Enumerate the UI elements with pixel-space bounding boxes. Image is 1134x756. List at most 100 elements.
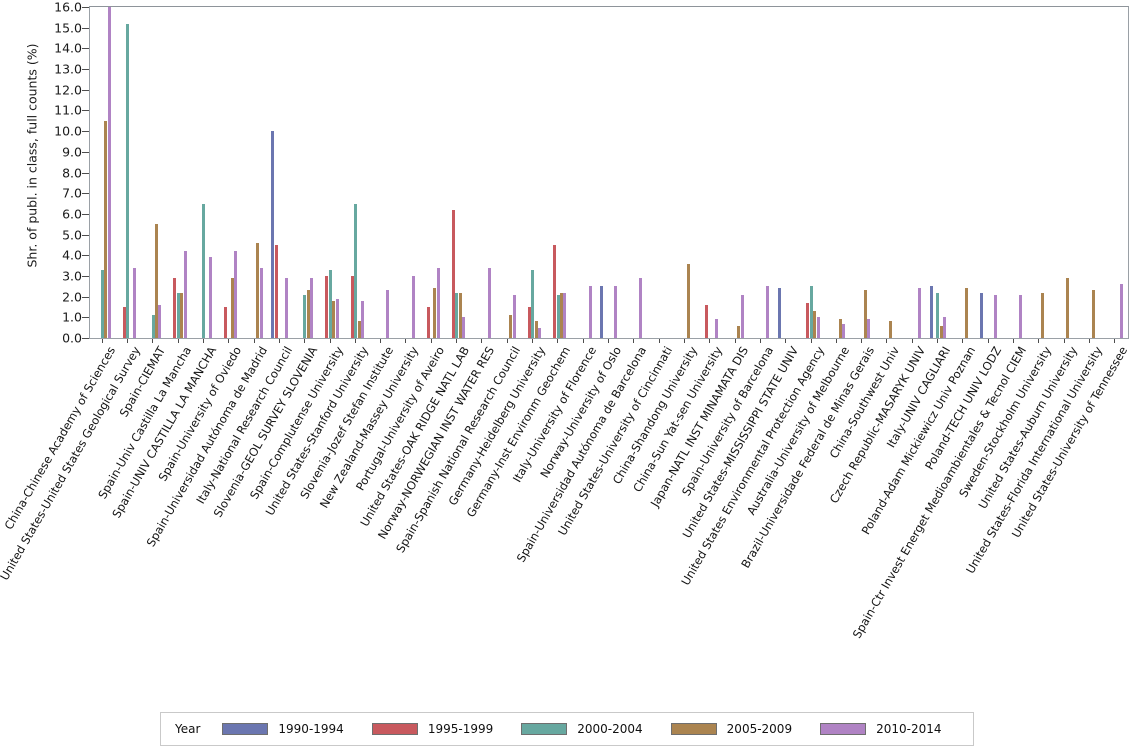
x-axis-tick-mark bbox=[861, 339, 863, 343]
legend-item[interactable]: 1995-1999 bbox=[371, 722, 493, 736]
bar-group bbox=[951, 7, 976, 338]
y-axis-tick-mark bbox=[82, 172, 89, 174]
bar bbox=[180, 292, 184, 338]
bar bbox=[325, 275, 329, 338]
x-axis-tick-mark bbox=[658, 339, 660, 343]
x-axis-tick-mark bbox=[202, 339, 204, 343]
bar bbox=[777, 288, 781, 338]
bar bbox=[411, 275, 415, 338]
bar bbox=[534, 321, 538, 338]
bar bbox=[224, 306, 228, 338]
y-axis-tick-mark bbox=[82, 296, 89, 298]
x-axis-tick-labels: China-Chinese Academy of Sciences United … bbox=[0, 344, 1134, 654]
bar bbox=[357, 321, 361, 338]
legend-item[interactable]: 2000-2004 bbox=[521, 722, 643, 736]
bar bbox=[335, 298, 339, 338]
bar-group bbox=[925, 7, 950, 338]
bar bbox=[553, 244, 557, 338]
x-axis-tick-mark bbox=[1063, 339, 1065, 343]
bar bbox=[600, 286, 604, 338]
bar bbox=[306, 290, 310, 338]
bar bbox=[104, 120, 108, 338]
bar bbox=[588, 286, 592, 338]
x-axis-tick-mark bbox=[886, 339, 888, 343]
bar-group bbox=[191, 7, 216, 338]
bar-group bbox=[723, 7, 748, 338]
bar-group bbox=[343, 7, 368, 338]
y-axis-tick-mark bbox=[82, 213, 89, 215]
bar bbox=[458, 292, 462, 338]
bar bbox=[234, 251, 238, 338]
bar bbox=[386, 290, 390, 338]
x-axis-tick-mark bbox=[759, 339, 761, 343]
x-axis-tick-mark bbox=[1038, 339, 1040, 343]
y-axis-tick-label: 16.0 bbox=[54, 0, 82, 15]
legend-item[interactable]: 1990-1994 bbox=[222, 722, 344, 736]
x-axis-tick-mark bbox=[177, 339, 179, 343]
bar bbox=[531, 269, 535, 338]
bar-group bbox=[1103, 7, 1128, 338]
bar-group bbox=[368, 7, 393, 338]
bar-group bbox=[242, 7, 267, 338]
bar bbox=[328, 269, 332, 338]
bar bbox=[863, 290, 867, 338]
bar bbox=[560, 292, 564, 338]
x-axis-tick-mark bbox=[987, 339, 989, 343]
bar bbox=[512, 294, 516, 338]
bar bbox=[284, 278, 288, 338]
bar bbox=[867, 319, 871, 338]
legend-item[interactable]: 2005-2009 bbox=[670, 722, 793, 736]
y-axis-tick-mark bbox=[82, 110, 89, 112]
y-axis-tick-label: 12.0 bbox=[54, 82, 82, 98]
legend-swatch bbox=[670, 723, 717, 735]
bar bbox=[360, 300, 364, 338]
bar bbox=[158, 304, 162, 338]
bar-group bbox=[672, 7, 697, 338]
bar-group bbox=[419, 7, 444, 338]
bar bbox=[274, 244, 278, 338]
bar-group bbox=[1001, 7, 1026, 338]
legend-label: 2005-2009 bbox=[726, 722, 793, 736]
bar bbox=[259, 267, 263, 338]
y-axis-tick-mark bbox=[82, 69, 89, 71]
bar-group bbox=[571, 7, 596, 338]
x-axis-tick-mark bbox=[456, 339, 458, 343]
bar bbox=[813, 311, 817, 338]
bar bbox=[936, 292, 940, 338]
y-axis-tick-mark bbox=[82, 275, 89, 277]
x-axis-tick-mark bbox=[937, 339, 939, 343]
x-axis-tick-mark bbox=[101, 339, 103, 343]
bar bbox=[462, 317, 466, 338]
bar-group bbox=[293, 7, 318, 338]
legend-label: 2010-2014 bbox=[876, 722, 942, 736]
bar bbox=[154, 224, 158, 338]
bar bbox=[943, 317, 947, 338]
y-axis-tick-mark bbox=[82, 234, 89, 236]
y-axis-tick-mark bbox=[82, 151, 89, 153]
bar bbox=[563, 292, 567, 338]
legend-title: Year bbox=[175, 722, 201, 736]
bar bbox=[100, 269, 104, 338]
bar bbox=[809, 286, 813, 338]
plot-area bbox=[89, 6, 1129, 339]
x-axis-tick-mark bbox=[126, 339, 128, 343]
bar bbox=[107, 7, 111, 338]
legend-swatch bbox=[521, 723, 568, 735]
bar bbox=[176, 292, 180, 338]
x-axis-tick-mark bbox=[734, 339, 736, 343]
x-axis-tick-mark bbox=[785, 339, 787, 343]
y-axis-tick-label: 7.0 bbox=[62, 185, 82, 201]
y-axis-tick-label: 15.0 bbox=[54, 20, 82, 36]
x-axis-tick-mark bbox=[304, 339, 306, 343]
bar-group bbox=[774, 7, 799, 338]
x-axis-tick-mark bbox=[633, 339, 635, 343]
bar-group bbox=[217, 7, 242, 338]
x-axis-tick-mark bbox=[810, 339, 812, 343]
x-axis-tick-mark bbox=[380, 339, 382, 343]
legend-item[interactable]: 2010-2014 bbox=[820, 722, 942, 736]
y-axis-tick-label: 14.0 bbox=[54, 40, 82, 56]
x-axis-tick-mark bbox=[228, 339, 230, 343]
bar bbox=[816, 317, 820, 338]
x-axis-tick-mark bbox=[835, 339, 837, 343]
